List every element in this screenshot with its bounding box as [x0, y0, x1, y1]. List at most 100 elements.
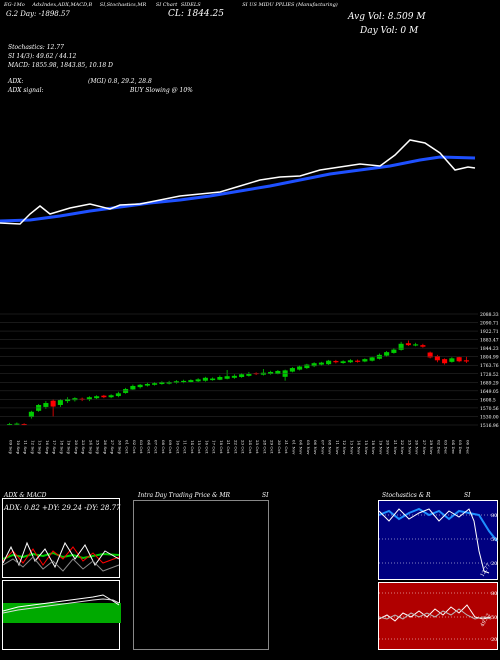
tab-label[interactable]: SI US MIDU PPLIES (Manufacturing) [242, 2, 338, 8]
candle-body [318, 362, 324, 365]
date-label: 28 Oct [262, 440, 267, 454]
date-label: 05 Dec [458, 440, 463, 455]
candle-body [456, 357, 462, 362]
candle-body [239, 374, 245, 378]
date-label: 15 Oct [197, 440, 202, 454]
rsi-tick: 80 [491, 591, 497, 597]
date-label: 23 Oct [241, 440, 246, 454]
date-label: 04 Dec [451, 440, 456, 455]
date-label: 03 Dec [444, 440, 449, 455]
rsi-tick: 20 [491, 637, 497, 643]
candle-body [50, 400, 56, 407]
date-label: 22 Nov [400, 440, 405, 455]
date-label: 11 Nov [335, 440, 340, 455]
date-label: 05 Nov [306, 440, 311, 455]
candle-body [391, 349, 397, 353]
price-label: 1763.76 [480, 363, 499, 369]
candle-body [217, 377, 223, 380]
macd-value: MACD: 1855.98, 1843.85, 10.18 D [8, 62, 113, 69]
price-label: 1649.05 [480, 389, 499, 395]
date-label: 13 Nov [349, 440, 354, 455]
stochastics-panel: 80 50 20 12.77 [378, 500, 499, 580]
date-label: 24 Oct [248, 440, 253, 454]
price-axis: 2088.33 2090.71 1922.71 1883.47 1844.23 1804.… [0, 312, 499, 427]
candle-body [108, 395, 114, 398]
candle-body [369, 357, 375, 361]
candle-body [231, 375, 237, 378]
date-label: 17 Sep [52, 440, 57, 454]
date-label: 04 Nov [299, 440, 304, 455]
candle-body [246, 373, 252, 376]
date-label: 14 Oct [190, 440, 195, 454]
date-label: 20 Sep [74, 440, 79, 454]
stoch-tick: 80 [491, 513, 497, 519]
candle-body [311, 363, 317, 367]
date-label: 27 Nov [422, 440, 427, 455]
date-label: 10 Oct [175, 440, 180, 454]
candle-body [355, 360, 361, 362]
candle-body [152, 383, 158, 385]
candle-body [65, 399, 71, 402]
date-label: 17 Oct [212, 440, 217, 454]
price-label: 1689.29 [480, 380, 499, 386]
date-label: 29 Nov [429, 440, 434, 455]
candle-body [115, 393, 121, 397]
candle-body [21, 424, 27, 426]
candle-body [7, 424, 13, 426]
header-tab-strip: EG-1Mo AdxIndex,ADX,MACD,B SI,Stochastic… [4, 2, 338, 8]
candle-body [405, 343, 411, 346]
tab-label[interactable]: SIDELS [180, 2, 201, 8]
date-label: 04 Oct [146, 440, 151, 454]
date-label: 24 Sep [88, 440, 93, 454]
candle-body [297, 366, 303, 370]
date-label: 11 Oct [183, 440, 188, 454]
stoch-current-value: 12.77 [480, 563, 492, 578]
intraday-panel [133, 500, 269, 650]
overview-chart [0, 139, 476, 225]
date-label: 18 Sep [59, 440, 64, 454]
stoch-tick: 20 [491, 561, 497, 567]
intraday-si: SI [262, 492, 269, 499]
date-label: 02 Dec [436, 440, 441, 455]
stochastics-value: Stochastics: 12.77 [8, 44, 64, 51]
candle-body [384, 352, 390, 356]
candle-body [137, 384, 143, 388]
date-label: 08 Nov [328, 440, 333, 455]
date-label: 14 Nov [357, 440, 362, 455]
candle-body [449, 358, 455, 362]
date-label: 16 Sep [45, 440, 50, 454]
date-label: 16 Oct [204, 440, 209, 454]
tab-label[interactable]: SI Chart [155, 2, 178, 8]
date-label: 25 Oct [255, 440, 260, 454]
date-label: 12 Sep [30, 440, 35, 454]
candle-body [101, 395, 107, 398]
si-value: SI 14/3): 49.62 / 44.12 [8, 53, 77, 60]
candle-body [159, 382, 165, 385]
candle-body [427, 352, 433, 358]
rsi-tick: 50 [491, 615, 497, 621]
candle-body [420, 345, 426, 347]
candle-body [210, 378, 216, 381]
tab-label[interactable]: EG-1Mo [4, 2, 25, 8]
signal-text: BUY Slowing @ 10% [130, 87, 193, 94]
candle-body [289, 368, 295, 372]
price-label: 1530.00 [480, 414, 499, 420]
date-label: 09 Sep [9, 440, 14, 454]
price-label: 1570.56 [480, 406, 499, 412]
candle-body [333, 361, 339, 363]
date-labels: 09 Sep 10 Sep 11 Sep 12 Sep 13 Sep 16 Sep 17 S… [9, 440, 471, 455]
date-label: 01 Nov [291, 440, 296, 455]
candle-body [130, 385, 136, 390]
date-label: 27 Sep [110, 440, 115, 454]
date-label: 06 Nov [313, 440, 318, 455]
candle-body [144, 384, 150, 386]
date-label: 18 Oct [219, 440, 224, 454]
tab-label[interactable]: SI,Stochastics,MR [99, 2, 147, 8]
stochastics-chart: 80 50 20 12.77 [378, 507, 499, 578]
macd-panel [2, 580, 121, 650]
tab-label[interactable]: AdxIndex,ADX,MACD,B [32, 2, 93, 8]
candle-body [43, 403, 49, 407]
candle-body [304, 364, 310, 369]
intraday-title: Intra Day Trading Price & MR [138, 492, 231, 499]
adx-label: ADX: [8, 78, 24, 85]
